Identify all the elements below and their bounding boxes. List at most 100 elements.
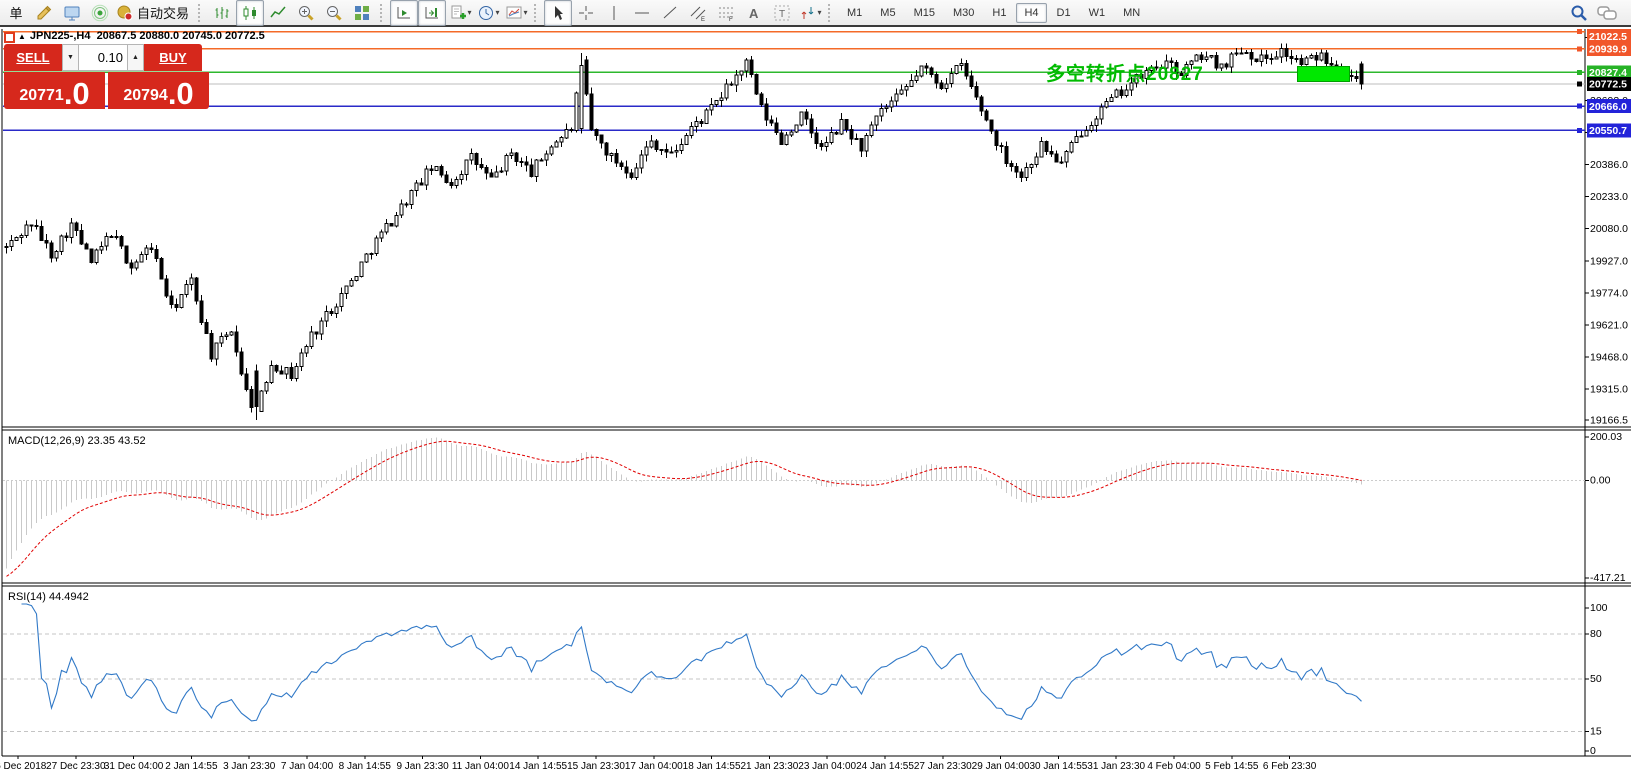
- collapse-arrow-icon[interactable]: ▲: [18, 32, 26, 41]
- price-badge-20550.7: [1587, 123, 1631, 138]
- indicators-button[interactable]: ▾: [446, 0, 474, 26]
- rsi-indicator-label: RSI(14) 44.4942: [8, 591, 89, 603]
- time-label: 31 Dec 04:00: [104, 761, 164, 772]
- svg-text:-417.21: -417.21: [1590, 572, 1626, 584]
- buy-price-display[interactable]: 20794.0: [108, 72, 209, 109]
- cursor-button[interactable]: [544, 0, 573, 26]
- time-label: 11 Jan 04:00: [452, 761, 510, 772]
- templates-button[interactable]: ▾: [502, 0, 530, 26]
- chart-shift-icon: [423, 4, 441, 22]
- cursor-icon: [549, 4, 567, 22]
- line-chart-button[interactable]: [264, 0, 292, 26]
- time-label: 15 Jan 23:30: [567, 761, 625, 772]
- volume-down-icon: ▼: [67, 54, 74, 61]
- trendline-button[interactable]: [656, 0, 684, 26]
- timeframe-d1[interactable]: D1: [1056, 6, 1071, 19]
- price-badge-20666: [1587, 99, 1631, 114]
- sell-button[interactable]: SELL: [4, 44, 62, 71]
- toolbar-grip[interactable]: [828, 3, 834, 22]
- fibonacci-button[interactable]: F: [712, 0, 740, 26]
- time-label: 30 Jan 14:55: [1029, 761, 1087, 772]
- tile-windows-button[interactable]: [348, 0, 376, 26]
- text-label-button[interactable]: T: [768, 0, 796, 26]
- timeframe-h4[interactable]: H4: [1016, 2, 1047, 23]
- timeframe-w1[interactable]: W1: [1088, 6, 1106, 19]
- zoom-out-icon: [325, 4, 343, 22]
- text-icon: A: [745, 4, 763, 22]
- horizontal-line-button[interactable]: [628, 0, 656, 26]
- periods-caret-icon[interactable]: ▾: [495, 8, 500, 17]
- zoom-in-button[interactable]: [292, 0, 320, 26]
- chat-button[interactable]: [1593, 0, 1621, 26]
- timeframe-mn[interactable]: MN: [1123, 6, 1141, 19]
- line-anchor: [1577, 29, 1582, 35]
- time-label: 9 Jan 23:30: [396, 761, 449, 772]
- bar-chart-button[interactable]: [208, 0, 236, 26]
- arrows-button[interactable]: ▾: [796, 0, 824, 26]
- timeframe-m15[interactable]: M15: [913, 6, 935, 19]
- styler-button[interactable]: [30, 0, 58, 26]
- timeframe-m30[interactable]: M30: [952, 6, 975, 19]
- equidistant-channel-button[interactable]: E: [684, 0, 712, 26]
- macd-pane: [3, 437, 1585, 577]
- sell-button-label: SELL: [16, 50, 50, 65]
- vertical-line-icon: [605, 4, 623, 22]
- time-label: 29 Jan 04:00: [972, 761, 1030, 772]
- time-label: 27 Jan 23:30: [914, 761, 972, 772]
- crosshair-button[interactable]: [572, 0, 600, 26]
- autotrading-button[interactable]: 自动交易: [114, 0, 194, 26]
- tile-windows-icon: [353, 4, 371, 22]
- sell-price-main: 20771: [19, 87, 64, 104]
- time-label: 4 Feb 04:00: [1147, 761, 1201, 772]
- line-anchor: [1577, 103, 1582, 109]
- zoom-in-icon: [297, 4, 315, 22]
- arrows-caret-icon[interactable]: ▾: [817, 8, 822, 17]
- autotrading-label: 自动交易: [137, 6, 190, 21]
- trendline-icon: [661, 4, 679, 22]
- price-axis: 20993.520693.020539.020386.020233.020080…: [1585, 32, 1628, 757]
- chart-shift-button[interactable]: [418, 0, 447, 26]
- timeframe-h1[interactable]: H1: [992, 6, 1007, 19]
- template-icon: [505, 4, 523, 22]
- volume-input[interactable]: [79, 44, 127, 71]
- time-label: 31 Jan 23:30: [1087, 761, 1145, 772]
- chart-window-icon[interactable]: [4, 32, 15, 43]
- autotrading-icon: [116, 4, 134, 22]
- svg-text:20386.0: 20386.0: [1590, 159, 1628, 171]
- chart-title: ▲ JPN225-,H4 20867.5 20880.0 20745.0 2077…: [18, 30, 265, 42]
- zoom-out-button[interactable]: [320, 0, 348, 26]
- new-order-label: 单: [9, 6, 23, 21]
- candlestick-chart-button[interactable]: [236, 0, 265, 26]
- search-button[interactable]: [1565, 0, 1593, 26]
- svg-text:20772.5: 20772.5: [1589, 79, 1627, 91]
- timeframe-m1[interactable]: M1: [847, 6, 863, 19]
- arrows-icon: [799, 4, 817, 22]
- candlestick-icon: [241, 4, 259, 22]
- auto-scroll-button[interactable]: [390, 0, 419, 26]
- toolbar-grip[interactable]: [380, 3, 386, 22]
- time-label: 24 Jan 14:55: [856, 761, 914, 772]
- buy-button[interactable]: BUY: [144, 44, 202, 71]
- toolbar-grip[interactable]: [534, 3, 540, 22]
- indicators-caret-icon[interactable]: ▾: [467, 8, 472, 17]
- svg-text:20080.0: 20080.0: [1590, 223, 1628, 235]
- market-watch-button[interactable]: [58, 0, 86, 26]
- templates-caret-icon[interactable]: ▾: [523, 8, 528, 17]
- toolbar-grip[interactable]: [198, 3, 204, 22]
- volume-decrease-button[interactable]: ▼: [62, 44, 79, 71]
- time-label: 14 Jan 14:55: [509, 761, 567, 772]
- text-button[interactable]: A: [740, 0, 768, 26]
- chart-frame: [1, 29, 1631, 757]
- timeframe-m5[interactable]: M5: [880, 6, 896, 19]
- volume-increase-button[interactable]: ▲: [127, 44, 144, 71]
- signals-button[interactable]: [86, 0, 114, 26]
- periods-button[interactable]: ▾: [474, 0, 502, 26]
- svg-text:20939.9: 20939.9: [1589, 44, 1627, 56]
- svg-text:F: F: [729, 17, 733, 22]
- new-order-button[interactable]: 单: [2, 0, 30, 26]
- vertical-line-button[interactable]: [600, 0, 628, 26]
- line-anchor: [1577, 127, 1582, 133]
- sell-price-display[interactable]: 20771.0: [4, 72, 105, 109]
